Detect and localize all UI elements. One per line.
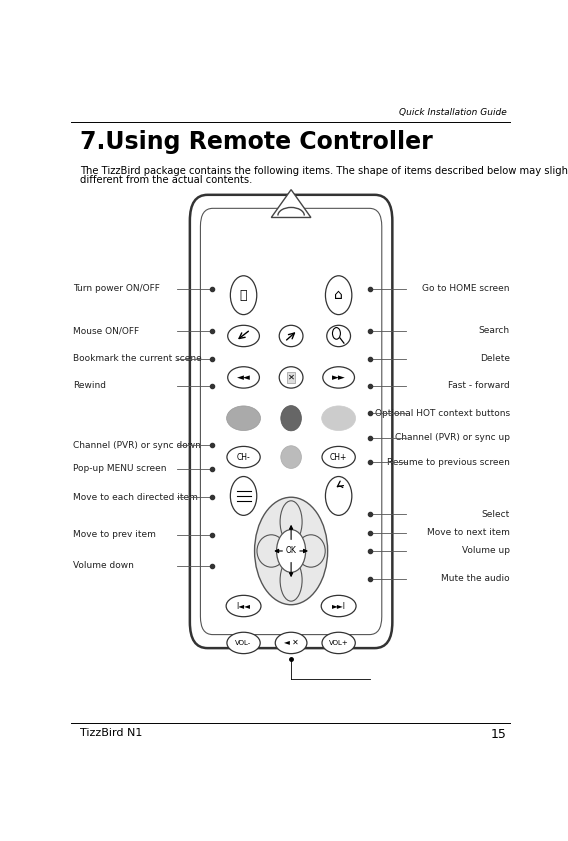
Text: Search: Search (479, 326, 510, 336)
Ellipse shape (322, 632, 355, 653)
Text: Pop-up MENU screen: Pop-up MENU screen (73, 464, 166, 473)
Ellipse shape (296, 535, 325, 567)
Text: Quick Installation Guide: Quick Installation Guide (399, 108, 507, 117)
Ellipse shape (228, 325, 260, 346)
Text: Channel (PVR) or sync down: Channel (PVR) or sync down (73, 441, 201, 450)
Ellipse shape (281, 446, 302, 468)
Text: ►►I: ►►I (332, 601, 346, 611)
Text: I◄◄: I◄◄ (236, 601, 250, 611)
Text: Volume up: Volume up (462, 547, 510, 556)
Text: ⌂: ⌂ (334, 288, 343, 302)
Text: ⏻: ⏻ (240, 288, 247, 302)
FancyBboxPatch shape (190, 195, 392, 648)
Polygon shape (272, 189, 311, 218)
Ellipse shape (322, 447, 355, 468)
Ellipse shape (280, 559, 302, 601)
Ellipse shape (227, 406, 261, 431)
Text: ◄◄: ◄◄ (237, 373, 250, 382)
Ellipse shape (279, 367, 303, 388)
Ellipse shape (280, 500, 302, 543)
Text: The TizzBird package contains the following items. The shape of items described : The TizzBird package contains the follow… (80, 166, 568, 176)
Circle shape (332, 327, 340, 339)
Text: Rewind: Rewind (73, 381, 106, 390)
Ellipse shape (327, 325, 350, 346)
Circle shape (277, 530, 306, 573)
FancyBboxPatch shape (201, 209, 382, 635)
Ellipse shape (227, 447, 260, 468)
Ellipse shape (323, 367, 354, 388)
Text: Resume to previous screen: Resume to previous screen (387, 458, 510, 467)
Ellipse shape (257, 535, 286, 567)
Text: Move to each directed item: Move to each directed item (73, 493, 198, 502)
Text: Move to next item: Move to next item (427, 528, 510, 537)
Ellipse shape (226, 595, 261, 616)
Circle shape (231, 276, 257, 315)
Text: TizzBird N1: TizzBird N1 (80, 727, 142, 738)
Text: Mute the audio: Mute the audio (441, 574, 510, 584)
Text: Select: Select (482, 510, 510, 519)
Ellipse shape (321, 595, 356, 616)
Ellipse shape (227, 632, 260, 653)
Text: Mouse ON/OFF: Mouse ON/OFF (73, 326, 139, 336)
Text: OK: OK (286, 547, 296, 556)
Ellipse shape (321, 406, 356, 431)
Text: Turn power ON/OFF: Turn power ON/OFF (73, 284, 160, 294)
Circle shape (254, 497, 328, 605)
Text: Optional HOT context buttons: Optional HOT context buttons (375, 409, 510, 417)
Ellipse shape (279, 325, 303, 346)
Text: Delete: Delete (480, 354, 510, 363)
Text: Fast - forward: Fast - forward (448, 381, 510, 390)
Circle shape (325, 276, 352, 315)
Text: ►►: ►► (332, 373, 345, 382)
Text: Go to HOME screen: Go to HOME screen (423, 284, 510, 294)
Text: VOL-: VOL- (235, 640, 252, 646)
Text: different from the actual contents.: different from the actual contents. (80, 175, 252, 185)
Text: Bookmark the current scene: Bookmark the current scene (73, 354, 202, 363)
Text: ✕: ✕ (287, 373, 295, 382)
Text: 15: 15 (491, 727, 507, 741)
Text: ◄ ✕: ◄ ✕ (284, 638, 298, 648)
Ellipse shape (281, 405, 302, 431)
Text: Volume down: Volume down (73, 562, 134, 570)
Ellipse shape (275, 632, 307, 653)
Circle shape (325, 477, 352, 516)
Text: 7.Using Remote Controller: 7.Using Remote Controller (80, 130, 433, 154)
Ellipse shape (228, 367, 260, 388)
Circle shape (231, 477, 257, 516)
Text: CH-: CH- (237, 452, 250, 462)
Text: Move to prev item: Move to prev item (73, 531, 156, 539)
Text: CH+: CH+ (330, 452, 347, 462)
Text: Channel (PVR) or sync up: Channel (PVR) or sync up (395, 433, 510, 442)
Text: VOL+: VOL+ (329, 640, 349, 646)
